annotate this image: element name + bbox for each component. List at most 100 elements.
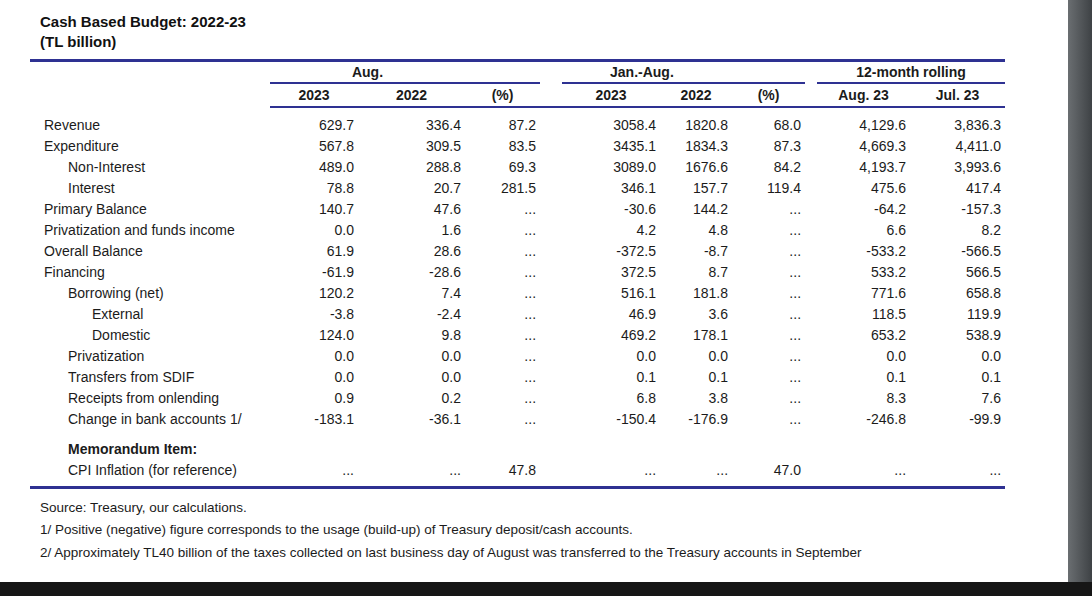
row-label: Non-Interest (30, 157, 270, 178)
row-label: Financing (30, 262, 270, 283)
page-title: Cash Based Budget: 2022-23 (40, 12, 246, 32)
table-row: Change in bank accounts 1/-183.1-36.1...… (30, 409, 1005, 430)
row-label: Receipts from onlending (30, 388, 270, 409)
value-cell: 144.2 (660, 199, 732, 220)
row-label: Overall Balance (30, 241, 270, 262)
value-cell: ... (465, 367, 540, 388)
row-label: CPI Inflation (for reference) (30, 460, 270, 481)
value-cell: 288.8 (358, 157, 465, 178)
value-cell: ... (465, 346, 540, 367)
value-cell: -2.4 (358, 304, 465, 325)
value-cell: 47.6 (358, 199, 465, 220)
table-row: Borrowing (net)120.27.4...516.1181.8...7… (30, 283, 1005, 304)
value-cell: ... (465, 304, 540, 325)
column-gap (805, 262, 817, 283)
value-cell: ... (732, 241, 805, 262)
value-cell (910, 439, 1005, 460)
value-cell: 1834.3 (660, 136, 732, 157)
value-cell: -28.6 (358, 262, 465, 283)
value-cell: 1676.6 (660, 157, 732, 178)
group-header-aug: Aug. (270, 61, 540, 83)
value-cell: 68.0 (732, 115, 805, 136)
value-cell: 8.7 (660, 262, 732, 283)
value-cell: 4,193.7 (817, 157, 910, 178)
column-gap (540, 346, 562, 367)
value-cell: ... (465, 409, 540, 430)
value-cell: 140.7 (270, 199, 358, 220)
column-header-row: 2023 2022 (%) 2023 2022 (%) Aug. 23 Jul.… (30, 83, 1005, 107)
column-gap (540, 460, 562, 481)
value-cell: 78.8 (270, 178, 358, 199)
col-header-roll-jul23: Jul. 23 (910, 83, 1005, 107)
value-cell: 771.6 (817, 283, 910, 304)
column-gap (805, 61, 817, 83)
label-column-header (30, 83, 270, 107)
value-cell: 3089.0 (562, 157, 660, 178)
table-row: External-3.8-2.4...46.93.6...118.5119.9 (30, 304, 1005, 325)
value-cell: 3,836.3 (910, 115, 1005, 136)
table-row: Receipts from onlending0.90.2...6.83.8..… (30, 388, 1005, 409)
column-gap (540, 241, 562, 262)
group-header-jan-aug: Jan.-Aug. (562, 61, 805, 83)
footnote-1: 1/ Positive (negative) figure correspond… (40, 522, 1050, 538)
budget-table: Aug. Jan.-Aug. 12-month rolling 2023 202… (30, 59, 1005, 489)
value-cell: ... (660, 460, 732, 481)
column-gap (805, 115, 817, 136)
row-label: Expenditure (30, 136, 270, 157)
value-cell (562, 439, 660, 460)
value-cell: -157.3 (910, 199, 1005, 220)
value-cell: 0.2 (358, 388, 465, 409)
value-cell: 3435.1 (562, 136, 660, 157)
column-gap (805, 178, 817, 199)
value-cell: 7.4 (358, 283, 465, 304)
value-cell: ... (732, 220, 805, 241)
value-cell: 475.6 (817, 178, 910, 199)
value-cell: -176.9 (660, 409, 732, 430)
value-cell: 84.2 (732, 157, 805, 178)
value-cell: 0.0 (358, 367, 465, 388)
table-row: Transfers from SDIF0.00.0...0.10.1...0.1… (30, 367, 1005, 388)
col-header-ja-pct: (%) (732, 83, 805, 107)
row-label: Change in bank accounts 1/ (30, 409, 270, 430)
col-header-aug-2023: 2023 (270, 83, 358, 107)
column-gap (540, 199, 562, 220)
value-cell: 47.0 (732, 460, 805, 481)
value-cell: 566.5 (910, 262, 1005, 283)
value-cell: ... (732, 367, 805, 388)
value-cell: 3058.4 (562, 115, 660, 136)
row-label: Memorandum Item: (30, 439, 270, 460)
value-cell: ... (732, 325, 805, 346)
group-header-row: Aug. Jan.-Aug. 12-month rolling (30, 61, 1005, 83)
value-cell: 3,993.6 (910, 157, 1005, 178)
value-cell: 69.3 (465, 157, 540, 178)
column-gap (540, 61, 562, 83)
value-cell: ... (817, 460, 910, 481)
value-cell: 4.8 (660, 220, 732, 241)
value-cell: 336.4 (358, 115, 465, 136)
value-cell: 658.8 (910, 283, 1005, 304)
column-gap (805, 83, 817, 107)
value-cell: -566.5 (910, 241, 1005, 262)
value-cell: -246.8 (817, 409, 910, 430)
table-row: Overall Balance61.928.6...-372.5-8.7...-… (30, 241, 1005, 262)
column-gap (805, 346, 817, 367)
table-row: Memorandum Item: (30, 439, 1005, 460)
label-column-header (30, 61, 270, 83)
value-cell: -61.9 (270, 262, 358, 283)
section-spacer (30, 430, 1005, 439)
value-cell (270, 439, 358, 460)
column-gap (540, 178, 562, 199)
value-cell: -99.9 (910, 409, 1005, 430)
column-gap (805, 283, 817, 304)
value-cell: 0.1 (817, 367, 910, 388)
table-row: Non-Interest489.0288.869.33089.01676.684… (30, 157, 1005, 178)
value-cell: -183.1 (270, 409, 358, 430)
column-gap (540, 262, 562, 283)
value-cell: 20.7 (358, 178, 465, 199)
value-cell (732, 439, 805, 460)
column-gap (540, 409, 562, 430)
value-cell (817, 439, 910, 460)
column-gap (540, 136, 562, 157)
column-gap (540, 367, 562, 388)
table-row: Revenue629.7336.487.23058.41820.868.04,1… (30, 115, 1005, 136)
